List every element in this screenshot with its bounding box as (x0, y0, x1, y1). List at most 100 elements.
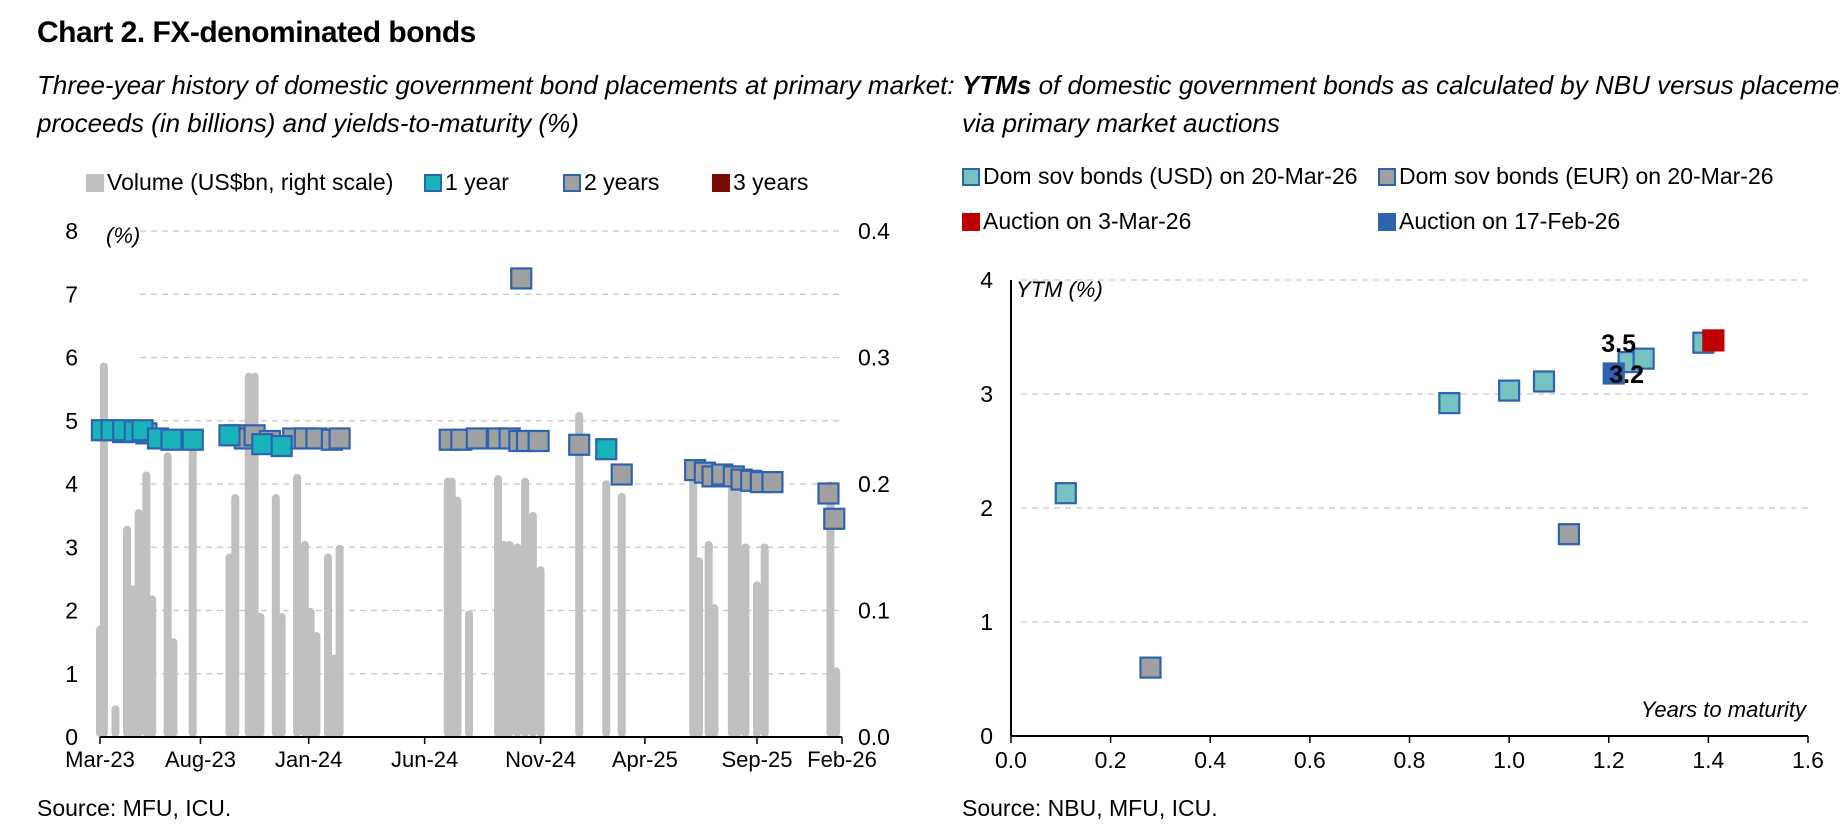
volume-bar (256, 613, 265, 737)
legend-label: Volume (US$bn, right scale) (107, 169, 394, 195)
legend-label: Auction on 3-Mar-26 (983, 208, 1192, 234)
x-tick-label: 0.6 (1294, 747, 1326, 773)
left-subtitle-line2: proceeds (in billions) and yields-to-mat… (37, 108, 579, 138)
y-tick-label: 8 (65, 218, 78, 244)
usd-bond-point (1532, 370, 1556, 393)
x-tick-label: 0.2 (1095, 747, 1127, 773)
two-years-point (610, 463, 633, 486)
x-tick-label: 0.8 (1394, 747, 1426, 773)
eur-bond-point (1557, 523, 1581, 546)
annotation-3-2: 3.2 (1609, 361, 1644, 389)
left-axes: 0 1 2 3 4 5 6 7 8 0.0 0.1 0.2 0.3 0.4 Mar-23 Aug-23 Jan-… (65, 218, 890, 772)
right-subtitle-bold: YTMs (962, 70, 1032, 100)
volume-bar (602, 480, 611, 737)
auction-feb-point (1602, 362, 1625, 385)
one-year-point (160, 428, 183, 451)
right-y-unit-label: YTM (%) (1016, 277, 1103, 302)
volume-bar (617, 492, 626, 737)
two-years-point (761, 471, 784, 494)
y2-tick-label: 0.0 (858, 724, 890, 750)
y-tick-label: 1 (65, 661, 78, 687)
volume-bar (134, 509, 143, 737)
volume-bar (521, 477, 530, 737)
volume-bar (111, 705, 120, 737)
volume-bar (695, 557, 704, 737)
left-y-unit-label: (%) (106, 223, 140, 248)
y2-tick-label: 0.1 (858, 598, 890, 624)
right-legend-auction-feb: Auction on 17-Feb-26 (1378, 208, 1620, 235)
volume-bar (312, 632, 321, 737)
y-tick-label: 1 (980, 609, 993, 635)
volume-swatch (86, 173, 104, 192)
x-tick-label: Aug-23 (165, 747, 236, 772)
legend-label: 2 years (584, 169, 660, 195)
y2-tick-label: 0.3 (858, 345, 890, 371)
volume-bar (528, 511, 537, 737)
left-legend-volume: Volume (US$bn, right scale) (86, 169, 393, 196)
right-subtitle: YTMs of domestic government bonds as cal… (962, 66, 1840, 142)
two-years-point (465, 427, 488, 450)
usd-bond-point (1438, 392, 1461, 415)
y2-tick-label: 0.2 (858, 471, 890, 497)
one-year-point (181, 428, 204, 451)
one-year-point (270, 434, 293, 458)
two-years-point (568, 433, 591, 456)
two-years-swatch (563, 173, 581, 192)
right-legend-auction-mar: Auction on 3-Mar-26 (962, 208, 1191, 235)
x-tick-label: Apr-25 (612, 747, 678, 772)
three-years-swatch (712, 173, 730, 192)
volume-bar (465, 610, 474, 737)
volume-bar (169, 638, 178, 737)
usd-bond-point (1632, 347, 1655, 370)
volume-bars (96, 362, 841, 737)
two-years-point (823, 507, 846, 530)
volume-bar (453, 496, 462, 737)
legend-label: 3 years (733, 169, 809, 195)
y-tick-label: 0 (980, 723, 993, 749)
left-subtitle-line1: Three-year history of domestic governmen… (37, 70, 955, 100)
volume-bar (335, 544, 344, 737)
volume-bar (148, 595, 157, 737)
x-tick-label: Sep-25 (722, 747, 793, 772)
right-chart: 0 1 2 3 4 0.0 0.2 0.4 0.6 0.8 1.0 1.2 1.4 1.6 YTM (%)… (980, 267, 1824, 773)
left-chart: 0 1 2 3 4 5 6 7 8 0.0 0.1 0.2 0.3 0.4 Mar-23 Aug-23 Jan-… (65, 218, 890, 772)
x-tick-label: Jan-24 (275, 747, 342, 772)
volume-bar (536, 566, 545, 737)
y-tick-label: 3 (65, 534, 78, 560)
volume-bar (277, 613, 286, 737)
right-grid (1021, 279, 1808, 623)
x-tick-label: Jun-24 (391, 747, 458, 772)
one-year-point (218, 424, 241, 447)
y-tick-label: 2 (65, 598, 78, 624)
yield-points (90, 267, 846, 530)
usd-bond-point (1054, 482, 1077, 505)
right-legend-eur: Dom sov bonds (EUR) on 20-Mar-26 (1378, 163, 1774, 190)
right-subtitle-line1: YTMs of domestic government bonds as cal… (962, 66, 1840, 104)
auction-mar-swatch (962, 212, 980, 231)
one-year-point (595, 438, 618, 461)
x-tick-label: Feb-26 (807, 747, 877, 772)
y-tick-label: 3 (980, 381, 993, 407)
volume-bar (505, 540, 514, 737)
y-tick-label: 5 (65, 408, 78, 434)
page-title: Chart 2. FX-denominated bonds (37, 16, 476, 49)
volume-bar (575, 411, 584, 737)
y-tick-label: 4 (65, 471, 78, 497)
x-tick-label: 1.2 (1593, 747, 1625, 773)
x-tick-label: Mar-23 (65, 747, 135, 772)
volume-bar (752, 581, 761, 737)
x-tick-label: 0.0 (995, 747, 1027, 773)
two-years-point (817, 482, 840, 505)
volume-bar (231, 494, 240, 737)
two-years-point (328, 427, 351, 450)
volume-bar (733, 484, 742, 737)
x-tick-label: 0.4 (1194, 747, 1226, 773)
x-tick-label: 1.6 (1792, 747, 1824, 773)
y-tick-label: 7 (65, 281, 78, 307)
volume-bar (293, 473, 302, 737)
two-years-point (527, 429, 550, 453)
legend-label: 1 year (445, 169, 509, 195)
left-legend-2y: 2 years (563, 169, 659, 196)
volume-bar (188, 439, 197, 737)
left-subtitle: Three-year history of domestic governmen… (37, 66, 955, 142)
